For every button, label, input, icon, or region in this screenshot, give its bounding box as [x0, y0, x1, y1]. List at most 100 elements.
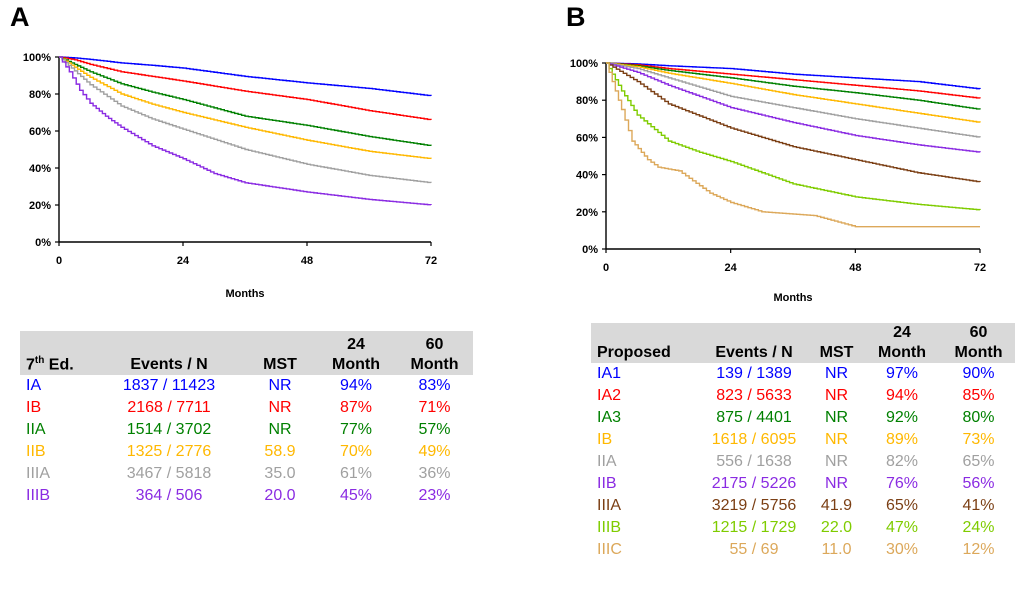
mst-cell: NR [824, 387, 849, 404]
mst-cell: 20.0 [264, 487, 296, 505]
mst-cell: 22.0 [820, 519, 853, 536]
month60-cell: 41% [962, 497, 995, 514]
events-cell: 1325 / 2776 [126, 443, 212, 461]
mst-cell: 58.9 [264, 443, 296, 461]
month60-cell: 56% [962, 475, 995, 492]
mst-cell: NR [824, 475, 849, 492]
table-row: IB 2168 / 7711 NR 87% 71% [20, 397, 473, 419]
month60-cell: 85% [962, 387, 995, 404]
table-row: IA2 823 / 5633 NR 94% 85% [591, 385, 1015, 407]
events-cell: 2175 / 5226 [711, 475, 797, 492]
month24-cell: 82% [885, 453, 919, 470]
stage-cell: IIA [597, 453, 617, 470]
x-axis-title: Months [773, 292, 812, 304]
mst-cell: NR [268, 421, 292, 439]
stage-cell: IB [26, 399, 42, 417]
series-line-ia [59, 56, 432, 97]
stage-cell: IIIA [597, 497, 622, 514]
stage-table-b: Proposed Events / N MST 24 Month 60 Month … [591, 323, 1015, 561]
table-row: IIIA 3467 / 5818 35.0 61% 36% [20, 463, 473, 485]
month60-cell: 12% [962, 541, 995, 558]
panel-a-letter: A [10, 2, 30, 32]
series-line-ib [59, 56, 432, 121]
stage-cell: IA2 [597, 387, 622, 404]
series-line-iib [606, 62, 981, 153]
mst-cell: 11.0 [821, 541, 852, 558]
events-cell: 556 / 1638 [716, 453, 792, 470]
events-cell: 1215 / 1729 [711, 519, 797, 536]
mst-cell: NR [824, 409, 849, 426]
month60-cell: 24% [962, 519, 995, 536]
series-line-ib [606, 62, 981, 123]
stage-cell: IIIA [26, 465, 51, 483]
events-cell: 3219 / 5756 [711, 497, 797, 514]
y-tick-label: 20% [576, 207, 598, 219]
month24-cell: 94% [339, 377, 373, 395]
x-tick-label: 72 [425, 255, 437, 267]
series-line-iia [606, 62, 981, 138]
series-line-ia3 [606, 62, 981, 110]
series-line-ia2 [606, 62, 981, 99]
stage-cell: IIIB [597, 519, 622, 536]
stage-cell: IIIB [26, 487, 51, 505]
y-tick-label: 60% [29, 126, 51, 138]
events-cell: 1837 / 11423 [122, 377, 216, 395]
month24-cell: 97% [885, 365, 919, 382]
x-tick-label: 24 [725, 262, 738, 274]
table-row: IIA 1514 / 3702 NR 77% 57% [20, 419, 473, 441]
stage-column-header: 7th Ed. [20, 331, 94, 376]
month24-cell: 65% [885, 497, 919, 514]
table-row: IB 1618 / 6095 NR 89% 73% [591, 429, 1015, 451]
y-tick-label: 0% [35, 237, 51, 249]
events-cell: 364 / 506 [135, 487, 203, 505]
events-cell: 139 / 1389 [716, 365, 792, 382]
y-tick-label: 100% [23, 52, 51, 64]
events-cell: 2168 / 7711 [127, 399, 211, 417]
month60-cell: 23% [418, 487, 451, 505]
month24-cell: 87% [339, 399, 373, 417]
events-column-header: Events / N [697, 323, 811, 363]
events-cell: 823 / 5633 [716, 387, 792, 404]
stage-cell: IA [26, 377, 42, 395]
panel-b-letter: B [566, 2, 586, 32]
stage-column-header: Proposed [591, 323, 697, 363]
stage-cell: IIB [26, 443, 46, 461]
mst-column-header: MST [811, 323, 862, 363]
stage-cell: IIA [26, 421, 46, 439]
events-cell: 55 / 69 [729, 541, 779, 558]
y-tick-label: 100% [570, 58, 598, 70]
y-tick-label: 80% [576, 95, 598, 107]
month24-column-header: 24 Month [862, 323, 942, 363]
month24-cell: 92% [885, 409, 919, 426]
table-row: IIIB 1215 / 1729 22.0 47% 24% [591, 517, 1015, 539]
y-tick-label: 0% [582, 244, 598, 256]
stage-table-a: 7th Ed. Events / N MST 24 Month 60 Month I… [20, 331, 473, 507]
table-row: IIB 2175 / 5226 NR 76% 56% [591, 473, 1015, 495]
events-cell: 1514 / 3702 [126, 421, 212, 439]
stage-cell: IB [597, 431, 613, 448]
mst-cell: 35.0 [264, 465, 296, 483]
mst-cell: NR [824, 365, 849, 382]
series-line-iiic [606, 62, 980, 228]
month60-cell: 73% [962, 431, 995, 448]
month60-cell: 49% [418, 443, 451, 461]
month60-cell: 57% [418, 421, 451, 439]
month24-cell: 94% [885, 387, 919, 404]
series-line-iiia [606, 62, 981, 183]
mst-cell: NR [268, 399, 292, 417]
stage-cell: IA3 [597, 409, 622, 426]
series-line-iib [59, 56, 432, 160]
y-tick-label: 80% [29, 89, 51, 101]
month60-cell: 65% [962, 453, 995, 470]
table-row: IA 1837 / 11423 NR 94% 83% [20, 375, 473, 397]
mst-cell: NR [824, 431, 849, 448]
series-line-iiib [59, 56, 432, 206]
survival-chart-b: 0% 20% 40% 60% 80% 100% 0 24 48 72 Months [570, 58, 986, 304]
month24-cell: 70% [339, 443, 373, 461]
events-cell: 1618 / 6095 [711, 431, 797, 448]
month24-cell: 76% [885, 475, 919, 492]
events-cell: 3467 / 5818 [126, 465, 212, 483]
month24-cell: 61% [339, 465, 373, 483]
stage-cell: IA1 [597, 365, 622, 382]
series-line-iia [59, 56, 432, 146]
